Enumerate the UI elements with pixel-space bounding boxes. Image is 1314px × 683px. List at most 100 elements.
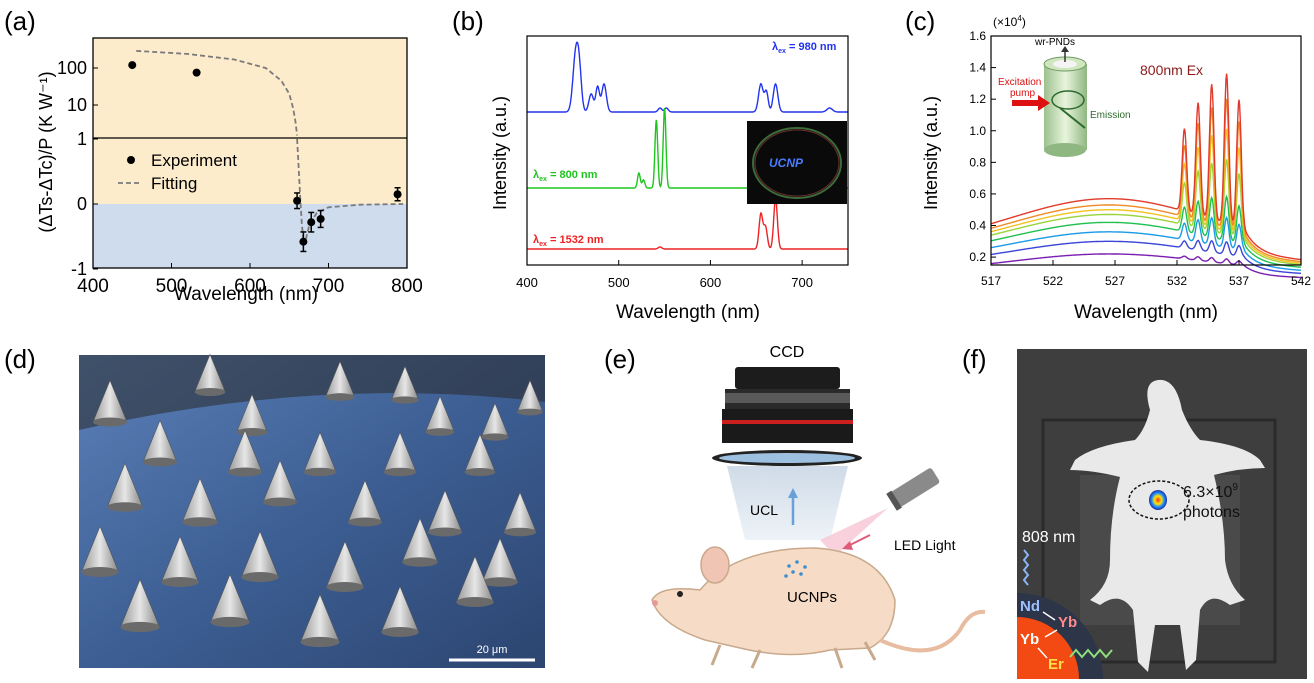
spectrum-line-4 bbox=[990, 194, 1301, 268]
spectrum-line-2 bbox=[990, 239, 1301, 274]
microneedle-base bbox=[402, 557, 438, 567]
series-label-1532: λex = 1532 nm bbox=[533, 234, 604, 248]
excitation-arrow-head-icon bbox=[1038, 95, 1050, 111]
microneedle-base bbox=[262, 497, 298, 507]
scale-bar-label: 20 μm bbox=[477, 644, 508, 656]
spectrum-line-5 bbox=[990, 159, 1301, 266]
ucl-label: UCL bbox=[750, 502, 778, 518]
inset-ring bbox=[752, 127, 842, 199]
microneedle-base bbox=[241, 572, 279, 582]
x-axis-label: Wavelength (nm) bbox=[1074, 302, 1218, 323]
x-tick-label: 500 bbox=[608, 275, 630, 290]
data-point bbox=[307, 218, 316, 227]
photons-label: photons bbox=[1183, 504, 1240, 521]
microneedle-base bbox=[456, 597, 494, 607]
ucnps-label: UCNPs bbox=[787, 589, 837, 606]
led-device bbox=[886, 468, 940, 511]
x-tick-label: 542 bbox=[1291, 274, 1311, 288]
fitting-curve-log bbox=[136, 50, 298, 136]
microneedle-base bbox=[161, 577, 199, 587]
middle-band bbox=[93, 138, 407, 204]
panel-label-c: (c) bbox=[905, 6, 935, 36]
spectrum-line-8 bbox=[990, 73, 1301, 261]
spectrum-line-1 bbox=[527, 41, 848, 113]
y-tick-label: 1.0 bbox=[969, 124, 986, 138]
series-label-980: λex = 980 nm bbox=[772, 41, 837, 55]
core-inner bbox=[1017, 617, 1079, 679]
microneedle-base bbox=[464, 467, 496, 477]
led-label: LED Light bbox=[894, 537, 956, 553]
yb-label-1: Yb bbox=[1058, 614, 1077, 631]
lens-top bbox=[735, 367, 840, 389]
microneedle-base bbox=[107, 502, 143, 512]
y-tick-label: 0 bbox=[77, 194, 87, 214]
inset-emission-label: Emission bbox=[1090, 110, 1131, 121]
y-tick-label: 100 bbox=[57, 58, 87, 78]
lens-red-ring bbox=[722, 420, 853, 424]
roi-circle bbox=[1128, 480, 1190, 520]
transfer-arrow-3-icon bbox=[1037, 647, 1048, 659]
led-body bbox=[889, 468, 940, 508]
y-tick-label: 10 bbox=[67, 95, 87, 115]
transfer-arrow-1-icon bbox=[1042, 611, 1056, 621]
plot-frame bbox=[526, 35, 849, 266]
microneedle-base bbox=[427, 527, 463, 537]
spectrum-line-3 bbox=[990, 216, 1302, 271]
ucnp-dots bbox=[784, 560, 807, 578]
y-tick-label: 1.2 bbox=[969, 92, 986, 106]
lens-glass bbox=[719, 453, 855, 463]
microneedle-base bbox=[326, 582, 364, 592]
inset-text: UCNP bbox=[769, 156, 804, 170]
tube-inset: wr-PNDs Excitation pump Emission bbox=[998, 37, 1131, 157]
photons-value: 6.3×109 bbox=[1183, 482, 1238, 501]
resonance-ring bbox=[1051, 90, 1085, 110]
emission-arrow-icon bbox=[1059, 107, 1086, 129]
x-axis-label: Wavelength (nm) bbox=[174, 284, 318, 305]
panel-label-f: (f) bbox=[962, 344, 987, 374]
tube-bottom bbox=[1044, 143, 1086, 157]
legend-label-experiment: Experiment bbox=[151, 151, 237, 170]
panel-f-invivo-image: 6.3×109 photons 808 nm Nd Yb Yb Er bbox=[1017, 349, 1307, 679]
panel-label-d: (d) bbox=[4, 344, 36, 374]
panel-c-chart: 517 522 527 532 537 542 0.2 0.4 0.6 0.8 1.0 1.2 1.4… bbox=[921, 14, 1311, 323]
luminescence-spot bbox=[1149, 490, 1167, 510]
y-tick-label: 0.2 bbox=[969, 250, 986, 264]
tube-hole bbox=[1053, 60, 1077, 68]
light-cone bbox=[727, 466, 848, 540]
microneedle-base bbox=[503, 527, 537, 537]
microneedle-base bbox=[481, 433, 509, 441]
spectrum-line-1 bbox=[990, 253, 1301, 279]
inset-pump-label-1: Excitation bbox=[998, 77, 1041, 88]
microneedle-base bbox=[182, 517, 218, 527]
x-tick-label: 400 bbox=[516, 275, 538, 290]
legend-marker-experiment bbox=[127, 156, 135, 164]
x-tick-label: 600 bbox=[234, 276, 266, 297]
microneedle-base bbox=[120, 621, 160, 633]
microneedle-base bbox=[92, 417, 128, 427]
x-tick-label: 400 bbox=[77, 276, 109, 297]
led-arrow-head-icon bbox=[842, 541, 853, 550]
panel-d-sem-image: 20 μm bbox=[79, 353, 545, 668]
mouse-tail bbox=[879, 609, 986, 653]
panel-label-a: (a) bbox=[4, 6, 36, 36]
lens-barrel bbox=[722, 409, 853, 443]
x-axis-label: Wavelength (nm) bbox=[616, 302, 760, 323]
mouse-body bbox=[651, 547, 896, 656]
spectrum-line-6 bbox=[990, 128, 1301, 264]
microneedle-base bbox=[227, 467, 263, 477]
data-point bbox=[293, 196, 302, 205]
microneedle-base bbox=[383, 467, 417, 477]
y-tick-label: 0.4 bbox=[969, 219, 986, 233]
yb-label-2: Yb bbox=[1020, 631, 1039, 648]
y-tick-label: 0.6 bbox=[969, 187, 986, 201]
x-tick-label: 522 bbox=[1043, 274, 1063, 288]
y-tick-label: -1 bbox=[71, 259, 87, 279]
x-tick-label: 800 bbox=[391, 276, 423, 297]
microneedle-base bbox=[194, 387, 226, 397]
inset-top-label: wr-PNDs bbox=[1034, 37, 1075, 48]
mouse-nose bbox=[652, 600, 658, 606]
tube-body bbox=[1044, 64, 1087, 150]
x-tick-label: 600 bbox=[700, 275, 722, 290]
inset-photo bbox=[747, 121, 847, 204]
